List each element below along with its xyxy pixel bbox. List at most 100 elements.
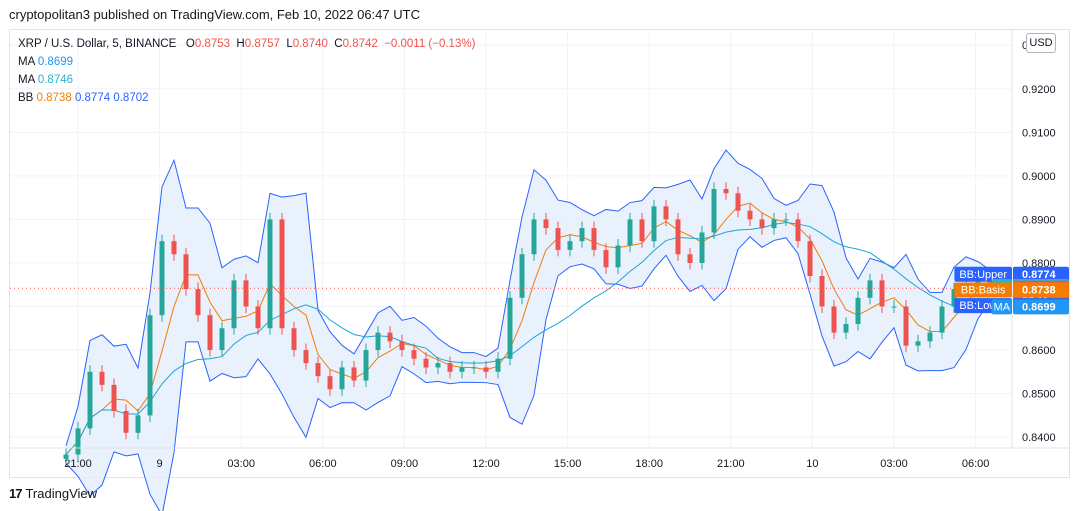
candle (171, 234, 177, 261)
candle-body (339, 367, 345, 390)
chart-legend: XRP / U.S. Dollar, 5, BINANCE O0.8753 H0… (18, 35, 475, 107)
legend-low-value: 0.8740 (292, 38, 328, 50)
price-tag-label-bg (991, 299, 1012, 315)
candle-body (747, 210, 753, 220)
legend-ma1-value: 0.8699 (37, 56, 74, 68)
x-tick-label: 09:00 (391, 458, 419, 470)
price-tag-value-bg (1013, 299, 1069, 315)
legend-bb-basis: 0.8738 (36, 92, 72, 104)
candle-body (687, 254, 693, 263)
candle (735, 186, 741, 218)
candle-body (327, 376, 333, 390)
candle-body (603, 249, 609, 268)
candle (423, 352, 429, 374)
y-tick-label: 0.9000 (1022, 171, 1056, 183)
y-tick-label: 0.8900 (1022, 214, 1056, 226)
price-tag-label-bg (954, 266, 1012, 282)
candle (603, 243, 609, 274)
candle-body (879, 280, 885, 307)
candle (555, 221, 561, 257)
candle-body (387, 332, 393, 342)
candle (207, 308, 213, 357)
candle (135, 408, 141, 440)
candle-body (423, 358, 429, 368)
candle (87, 365, 93, 435)
candle-body (531, 219, 537, 255)
candle (195, 282, 201, 322)
candle-body (843, 323, 849, 333)
candle-body (951, 289, 957, 307)
candle-body (723, 188, 729, 194)
candle (63, 448, 69, 466)
candle-body (207, 315, 213, 351)
candle (399, 334, 405, 357)
candle-body (567, 241, 573, 250)
candle (159, 234, 165, 322)
candle (231, 273, 237, 335)
bb-basis-line (65, 202, 991, 455)
candle-body (219, 328, 225, 351)
y-tick-label: 0.8600 (1022, 345, 1056, 357)
x-tick-label: 03:00 (880, 458, 908, 470)
candle-body (315, 363, 321, 377)
candle-body (639, 219, 645, 242)
candle (147, 308, 153, 422)
candle-body (291, 328, 297, 351)
legend-high-value: 0.8757 (244, 38, 280, 50)
candle (459, 360, 465, 379)
y-tick-label: 0.8400 (1022, 432, 1056, 444)
candle (939, 299, 945, 340)
candle-body (159, 241, 165, 316)
price-tag-value-bg (1013, 282, 1069, 298)
candle-body (939, 306, 945, 333)
candle (867, 273, 873, 305)
legend-bb-upper: 0.8774 (74, 92, 111, 104)
candle-body (135, 415, 141, 433)
candle-body (147, 315, 153, 416)
candle (891, 299, 897, 314)
candle-body (867, 280, 873, 298)
legend-ma2-row: MA 0.8746 (18, 71, 475, 89)
price-tags: BB:Upper0.8774MA0.87460.874202:11BB:Basi… (954, 266, 1069, 315)
candle (99, 365, 105, 392)
candle (747, 204, 753, 226)
candle-body (735, 193, 741, 211)
legend-bb-lower: 0.8702 (113, 92, 149, 104)
candle-body (495, 358, 501, 372)
candle-body (399, 341, 405, 351)
candle (723, 182, 729, 200)
x-tick-label: 9 (157, 458, 163, 470)
candle-body (303, 350, 309, 364)
candle-body (819, 276, 825, 307)
candle-body (171, 241, 177, 255)
candle (663, 199, 669, 226)
tradingview-brand[interactable]: TradingView (25, 486, 98, 501)
legend-open-label: O (185, 38, 195, 50)
candle-body (243, 280, 249, 307)
candle-body (915, 341, 921, 346)
candle-body (63, 454, 69, 459)
moving-averages (65, 202, 991, 455)
candle-body (795, 219, 801, 242)
x-tick-label: 21:00 (64, 458, 92, 470)
currency-button[interactable]: USD (1026, 33, 1056, 53)
candle-body (519, 254, 525, 298)
x-tick-label: 03:00 (227, 458, 255, 470)
candle-body (99, 371, 105, 385)
candle (831, 299, 837, 340)
bollinger-bands (65, 149, 991, 511)
candle (531, 212, 537, 261)
candle (615, 239, 621, 274)
candle (183, 247, 189, 296)
x-tick-label: 12:00 (472, 458, 500, 470)
candle-body (675, 219, 681, 255)
candle-body (855, 297, 861, 324)
candle (267, 212, 273, 335)
candle (711, 182, 717, 239)
legend-ma1-row: MA 0.8699 (18, 53, 475, 71)
candle (627, 212, 633, 253)
candles (10, 182, 1012, 466)
legend-ma2-label: MA (18, 74, 35, 86)
candle-body (483, 367, 489, 372)
